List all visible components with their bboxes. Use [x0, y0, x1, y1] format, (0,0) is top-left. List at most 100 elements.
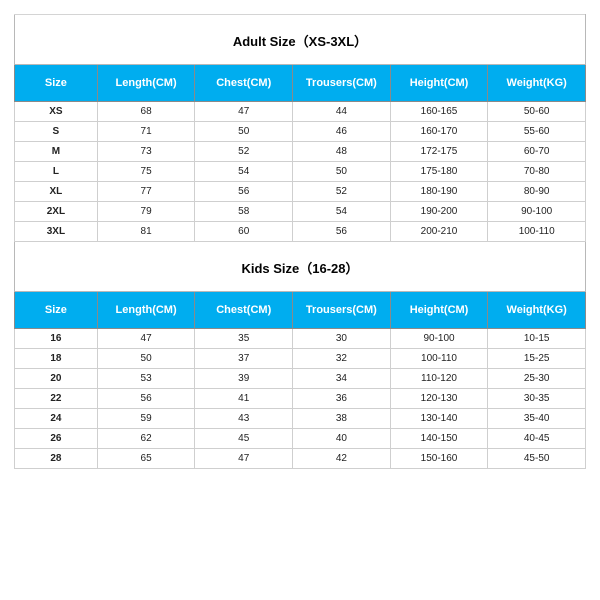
value-cell: 60 — [195, 222, 293, 242]
value-cell: 25-30 — [488, 369, 586, 389]
value-cell: 32 — [293, 349, 391, 369]
table-row: L755450175-18070-80 — [15, 162, 586, 182]
value-cell: 81 — [97, 222, 195, 242]
value-cell: 150-160 — [390, 449, 488, 469]
size-cell: 28 — [15, 449, 98, 469]
value-cell: 39 — [195, 369, 293, 389]
size-cell: 20 — [15, 369, 98, 389]
table-row: 20533934110-12025-30 — [15, 369, 586, 389]
section-title: Adult Size（XS-3XL） — [15, 15, 586, 65]
column-header: Chest(CM) — [195, 65, 293, 102]
value-cell: 200-210 — [390, 222, 488, 242]
value-cell: 50 — [195, 122, 293, 142]
value-cell: 100-110 — [488, 222, 586, 242]
size-cell: XS — [15, 102, 98, 122]
value-cell: 42 — [293, 449, 391, 469]
size-cell: XL — [15, 182, 98, 202]
table-row: S715046160-17055-60 — [15, 122, 586, 142]
value-cell: 56 — [97, 389, 195, 409]
table-row: XS684744160-16550-60 — [15, 102, 586, 122]
value-cell: 100-110 — [390, 349, 488, 369]
value-cell: 58 — [195, 202, 293, 222]
value-cell: 55-60 — [488, 122, 586, 142]
value-cell: 65 — [97, 449, 195, 469]
kids-title-row: Kids Size（16-28） — [15, 242, 586, 292]
column-header: Weight(KG) — [488, 65, 586, 102]
value-cell: 130-140 — [390, 409, 488, 429]
value-cell: 120-130 — [390, 389, 488, 409]
value-cell: 71 — [97, 122, 195, 142]
column-header: Trousers(CM) — [293, 292, 391, 329]
value-cell: 56 — [195, 182, 293, 202]
size-cell: 16 — [15, 329, 98, 349]
size-cell: 24 — [15, 409, 98, 429]
size-cell: 26 — [15, 429, 98, 449]
table-row: XL775652180-19080-90 — [15, 182, 586, 202]
value-cell: 160-170 — [390, 122, 488, 142]
value-cell: 52 — [195, 142, 293, 162]
size-cell: S — [15, 122, 98, 142]
value-cell: 90-100 — [488, 202, 586, 222]
value-cell: 10-15 — [488, 329, 586, 349]
value-cell: 68 — [97, 102, 195, 122]
column-header: Size — [15, 292, 98, 329]
value-cell: 140-150 — [390, 429, 488, 449]
size-cell: L — [15, 162, 98, 182]
value-cell: 45 — [195, 429, 293, 449]
value-cell: 41 — [195, 389, 293, 409]
table-row: 28654742150-16045-50 — [15, 449, 586, 469]
table-row: 2XL795854190-20090-100 — [15, 202, 586, 222]
value-cell: 46 — [293, 122, 391, 142]
column-header: Trousers(CM) — [293, 65, 391, 102]
value-cell: 40 — [293, 429, 391, 449]
value-cell: 38 — [293, 409, 391, 429]
value-cell: 54 — [293, 202, 391, 222]
value-cell: 77 — [97, 182, 195, 202]
value-cell: 180-190 — [390, 182, 488, 202]
column-header: Weight(KG) — [488, 292, 586, 329]
value-cell: 70-80 — [488, 162, 586, 182]
size-cell: 3XL — [15, 222, 98, 242]
column-header: Length(CM) — [97, 292, 195, 329]
table-row: M735248172-17560-70 — [15, 142, 586, 162]
value-cell: 172-175 — [390, 142, 488, 162]
value-cell: 30 — [293, 329, 391, 349]
value-cell: 110-120 — [390, 369, 488, 389]
value-cell: 47 — [195, 449, 293, 469]
size-cell: M — [15, 142, 98, 162]
value-cell: 56 — [293, 222, 391, 242]
column-header: Length(CM) — [97, 65, 195, 102]
value-cell: 54 — [195, 162, 293, 182]
value-cell: 190-200 — [390, 202, 488, 222]
table-row: 22564136120-13030-35 — [15, 389, 586, 409]
value-cell: 34 — [293, 369, 391, 389]
value-cell: 30-35 — [488, 389, 586, 409]
value-cell: 60-70 — [488, 142, 586, 162]
value-cell: 50-60 — [488, 102, 586, 122]
table-row: 18503732100-11015-25 — [15, 349, 586, 369]
column-header: Height(CM) — [390, 292, 488, 329]
size-chart-container: Adult Size（XS-3XL）SizeLength(CM)Chest(CM… — [0, 0, 600, 483]
value-cell: 47 — [195, 102, 293, 122]
value-cell: 37 — [195, 349, 293, 369]
value-cell: 40-45 — [488, 429, 586, 449]
value-cell: 45-50 — [488, 449, 586, 469]
value-cell: 35 — [195, 329, 293, 349]
value-cell: 62 — [97, 429, 195, 449]
value-cell: 35-40 — [488, 409, 586, 429]
column-header-row: SizeLength(CM)Chest(CM)Trousers(CM)Heigh… — [15, 65, 586, 102]
column-header: Size — [15, 65, 98, 102]
size-cell: 2XL — [15, 202, 98, 222]
size-cell: 18 — [15, 349, 98, 369]
value-cell: 50 — [97, 349, 195, 369]
table-row: 24594338130-14035-40 — [15, 409, 586, 429]
value-cell: 50 — [293, 162, 391, 182]
size-cell: 22 — [15, 389, 98, 409]
column-header-row: SizeLength(CM)Chest(CM)Trousers(CM)Heigh… — [15, 292, 586, 329]
value-cell: 47 — [97, 329, 195, 349]
value-cell: 53 — [97, 369, 195, 389]
value-cell: 73 — [97, 142, 195, 162]
value-cell: 59 — [97, 409, 195, 429]
adult-title-row: Adult Size（XS-3XL） — [15, 15, 586, 65]
size-table: Adult Size（XS-3XL）SizeLength(CM)Chest(CM… — [14, 14, 586, 469]
